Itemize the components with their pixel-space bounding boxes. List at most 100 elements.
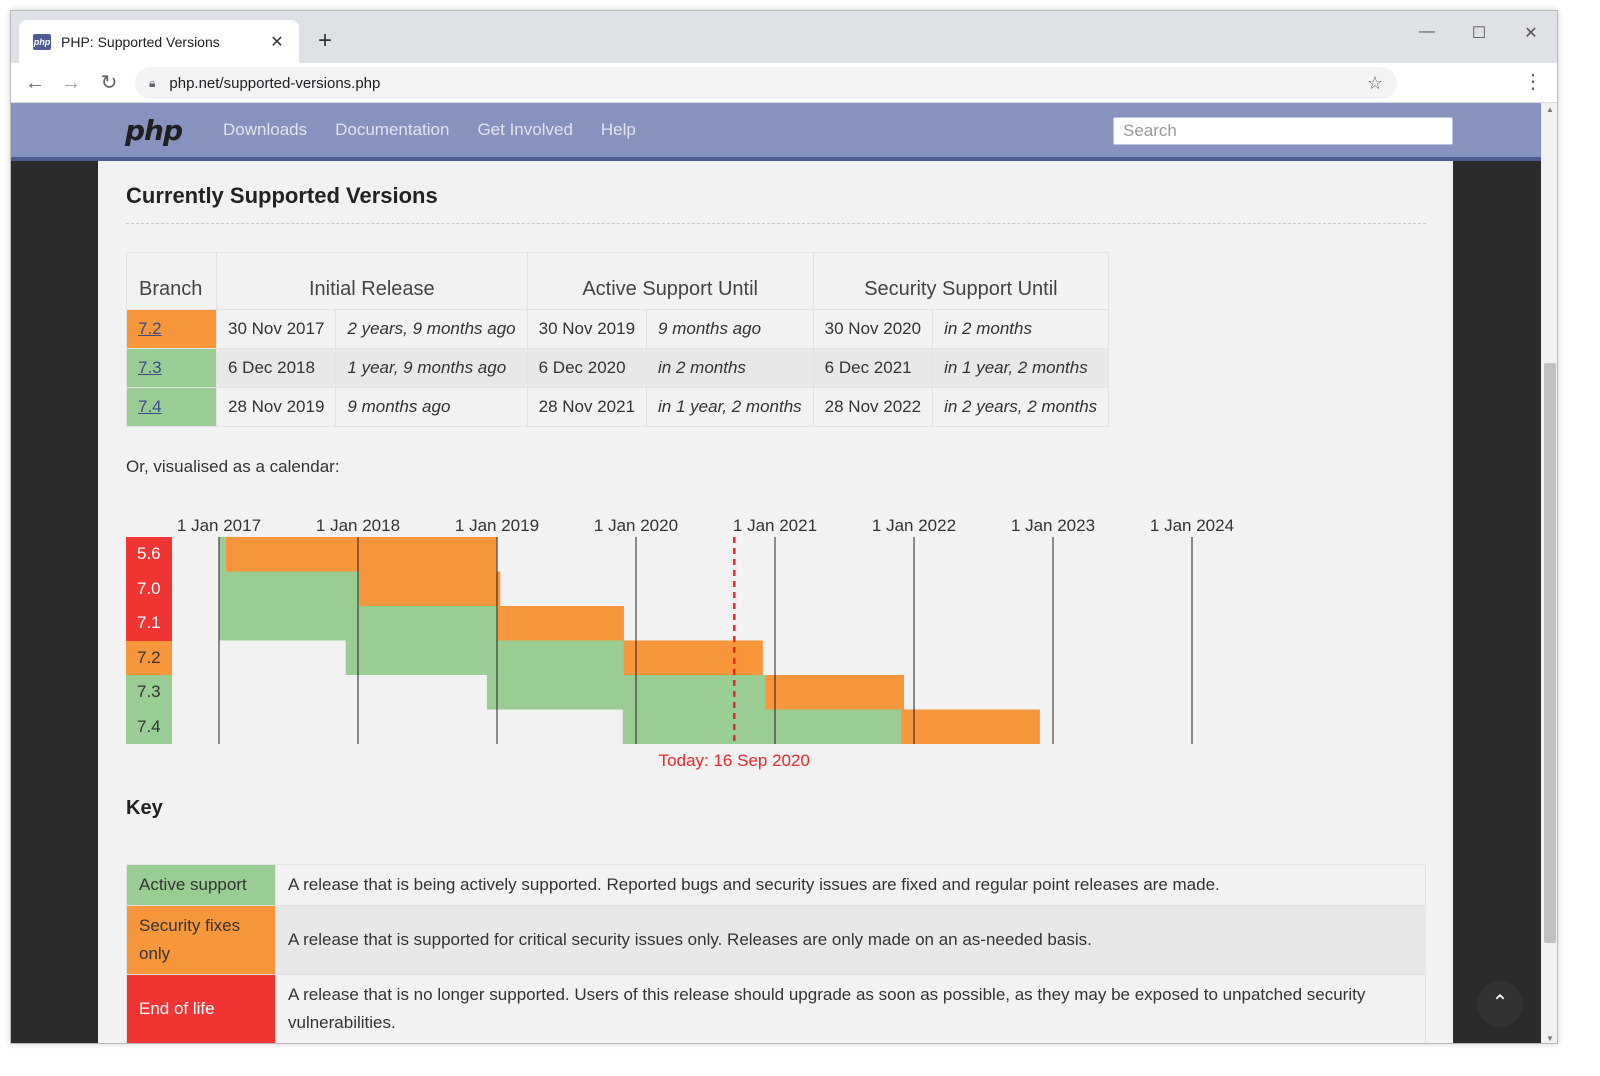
- active-support-bar: [219, 571, 360, 606]
- active-support-bar: [345, 640, 624, 675]
- nav-link-downloads[interactable]: Downloads: [223, 120, 308, 139]
- address-bar[interactable]: 🔒︎ php.net/supported-versions.php ☆: [135, 67, 1397, 99]
- new-tab-icon[interactable]: +: [317, 27, 332, 54]
- minimize-icon[interactable]: —: [1419, 23, 1435, 40]
- maximize-icon[interactable]: ☐: [1471, 25, 1487, 42]
- year-label: 1 Jan 2024: [1150, 516, 1234, 535]
- header-security-support: Security Support Until: [812, 252, 1110, 310]
- today-label: Today: 16 Sep 2020: [659, 751, 810, 770]
- active-date: 6 Dec 2020: [526, 348, 648, 388]
- security-support-bar: [359, 571, 501, 606]
- nav-link-help[interactable]: Help: [600, 120, 636, 139]
- security-date: 30 Nov 2020: [812, 309, 934, 349]
- table-header-row: Branch Initial Release Active Support Un…: [126, 252, 1110, 310]
- table-row: 7.2 30 Nov 2017 2 years, 9 months ago 30…: [126, 309, 1110, 349]
- key-desc-security: A release that is supported for critical…: [275, 905, 1426, 975]
- security-support-bar: [765, 675, 905, 710]
- active-support-bar: [219, 537, 226, 572]
- security-support-bar: [496, 606, 624, 641]
- security-relative: in 1 year, 2 months: [932, 348, 1110, 388]
- calendar-branch-7-0: 7.0: [126, 571, 172, 606]
- php-navbar: php Downloads Documentation Get Involved…: [11, 103, 1541, 161]
- forward-arrow-icon[interactable]: →: [61, 72, 81, 94]
- calendar-branch-7-4: 7.4: [126, 709, 172, 744]
- active-date: 30 Nov 2019: [526, 309, 648, 349]
- key-heading: Key: [126, 797, 163, 819]
- scroll-down-icon[interactable]: ▼: [1546, 1034, 1554, 1043]
- key-desc-eol: A release that is no longer supported. U…: [275, 974, 1426, 1043]
- bookmark-star-icon[interactable]: ☆: [1366, 72, 1383, 93]
- table-row: 7.3 6 Dec 2018 1 year, 9 months ago 6 De…: [126, 348, 1110, 388]
- year-label: 1 Jan 2019: [455, 516, 539, 535]
- calendar-branch-7-1: 7.1: [126, 606, 172, 641]
- active-support-bar: [622, 709, 901, 744]
- active-support-bar: [486, 675, 766, 710]
- supported-versions-table: Branch Initial Release Active Support Un…: [126, 252, 1110, 427]
- year-label: 1 Jan 2020: [594, 516, 678, 535]
- lock-icon[interactable]: 🔒︎: [149, 75, 156, 90]
- security-support-bar: [623, 640, 763, 675]
- scroll-up-icon[interactable]: ▲: [1546, 105, 1554, 114]
- search-input[interactable]: [1113, 117, 1453, 145]
- branch-cell: 7.3: [126, 348, 217, 388]
- initial-date: 28 Nov 2019: [215, 387, 337, 427]
- key-label-security: Security fixes only: [126, 905, 276, 975]
- security-relative: in 2 months: [932, 309, 1110, 349]
- security-support-bar: [225, 537, 497, 572]
- browser-window: php PHP: Supported Versions ✕ + — ☐ ✕ ← …: [10, 10, 1558, 1044]
- key-row: Active support A release that is being a…: [126, 864, 1426, 906]
- security-relative: in 2 years, 2 months: [932, 387, 1110, 427]
- calendar-branch-7-3: 7.3: [126, 675, 172, 710]
- key-label-active: Active support: [126, 864, 276, 906]
- key-desc-active: A release that is being actively support…: [275, 864, 1426, 906]
- active-relative: in 1 year, 2 months: [646, 387, 814, 427]
- support-calendar: 5.6 7.0 7.1 7.2 7.3 7.4 1 Jan 2017 1 Jan …: [126, 507, 1246, 777]
- nav-link-documentation[interactable]: Documentation: [335, 120, 450, 139]
- window-close-icon[interactable]: ✕: [1524, 25, 1538, 42]
- calendar-svg: 1 Jan 2017 1 Jan 2018 1 Jan 2019 1 Jan 2020…: [177, 516, 1234, 770]
- calendar-branch-5-6: 5.6: [126, 537, 172, 572]
- php-favicon-icon: php: [33, 33, 51, 50]
- reload-icon[interactable]: ↻: [100, 72, 118, 94]
- scroll-to-top-icon[interactable]: ⌃: [1477, 981, 1523, 1027]
- tab-close-icon[interactable]: ✕: [270, 33, 284, 51]
- nav-links: Downloads Documentation Get Involved Hel…: [223, 120, 664, 140]
- calendar-branch-7-2: 7.2: [126, 640, 172, 675]
- back-arrow-icon[interactable]: ←: [25, 72, 45, 94]
- key-label-eol: End of life: [126, 974, 276, 1043]
- initial-date: 6 Dec 2018: [215, 348, 337, 388]
- initial-relative: 1 year, 9 months ago: [335, 348, 528, 388]
- nav-link-get-involved[interactable]: Get Involved: [477, 120, 573, 139]
- initial-relative: 9 months ago: [335, 387, 528, 427]
- branch-cell: 7.4: [126, 387, 217, 427]
- divider: [126, 223, 1426, 224]
- active-relative: 9 months ago: [646, 309, 814, 349]
- page-scrollbar[interactable]: ▲ ▼: [1541, 103, 1557, 1043]
- php-logo[interactable]: php: [125, 114, 183, 147]
- branch-link-7-3[interactable]: 7.3: [138, 358, 162, 377]
- header-initial-release: Initial Release: [216, 252, 528, 310]
- main-content: Currently Supported Versions Branch Init…: [98, 161, 1453, 1043]
- key-table: Active support A release that is being a…: [126, 864, 1426, 1043]
- header-active-support: Active Support Until: [526, 252, 814, 310]
- branch-link-7-4[interactable]: 7.4: [138, 397, 162, 416]
- kebab-menu-icon[interactable]: ⋮: [1523, 71, 1543, 93]
- key-row: End of life A release that is no longer …: [126, 974, 1426, 1043]
- security-date: 6 Dec 2021: [812, 348, 934, 388]
- url-text[interactable]: php.net/supported-versions.php: [169, 74, 381, 92]
- active-date: 28 Nov 2021: [526, 387, 648, 427]
- security-date: 28 Nov 2022: [812, 387, 934, 427]
- year-label: 1 Jan 2023: [1011, 516, 1095, 535]
- browser-toolbar: ← → ↻ 🔒︎ php.net/supported-versions.php …: [11, 63, 1557, 103]
- active-relative: in 2 months: [646, 348, 814, 388]
- year-label: 1 Jan 2022: [872, 516, 956, 535]
- branch-link-7-2[interactable]: 7.2: [138, 319, 162, 338]
- year-label: 1 Jan 2021: [733, 516, 817, 535]
- security-support-bar: [900, 709, 1040, 744]
- branch-cell: 7.2: [126, 309, 217, 349]
- initial-relative: 2 years, 9 months ago: [335, 309, 528, 349]
- scrollbar-thumb[interactable]: [1544, 363, 1556, 943]
- browser-tab[interactable]: php PHP: Supported Versions ✕: [19, 20, 299, 63]
- year-label: 1 Jan 2017: [177, 516, 261, 535]
- page-title: Currently Supported Versions: [126, 183, 438, 208]
